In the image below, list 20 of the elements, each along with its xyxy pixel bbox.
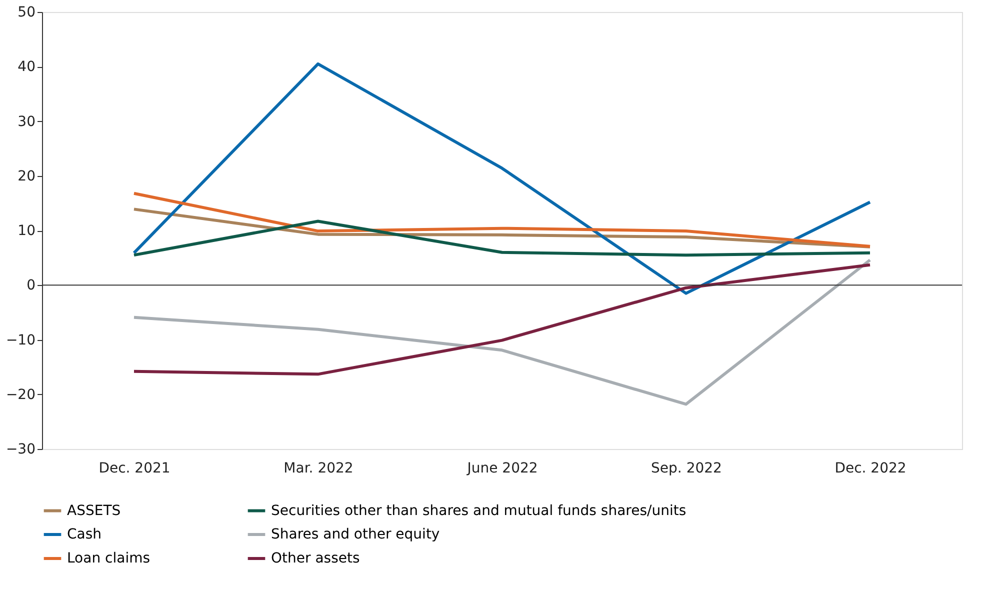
y-tick-label: 20 <box>18 168 36 184</box>
y-tick-label: 10 <box>18 223 36 239</box>
legend-label: Other assets <box>271 550 360 566</box>
x-tick-label: Mar. 2022 <box>284 460 354 476</box>
y-tick-label: −30 <box>6 442 36 458</box>
y-tick-label: −20 <box>6 386 36 403</box>
y-tick-label: 50 <box>18 4 36 20</box>
y-tick-label: 30 <box>18 114 36 130</box>
y-tick-label: 0 <box>26 278 36 294</box>
x-tick-label: Dec. 2022 <box>834 460 906 476</box>
legend-label: Shares and other equity <box>271 526 440 542</box>
x-tick-label: June 2022 <box>466 460 538 476</box>
legend-label: Cash <box>67 526 102 542</box>
x-tick-label: Sep. 2022 <box>651 460 722 476</box>
legend-label: ASSETS <box>67 502 121 519</box>
x-tick-label: Dec. 2021 <box>98 460 170 476</box>
legend-label: Securities other than shares and mutual funds shares/units <box>271 502 686 519</box>
legend-label: Loan claims <box>67 550 150 566</box>
y-tick-label: 40 <box>18 59 36 76</box>
y-tick-label: −10 <box>6 332 36 348</box>
